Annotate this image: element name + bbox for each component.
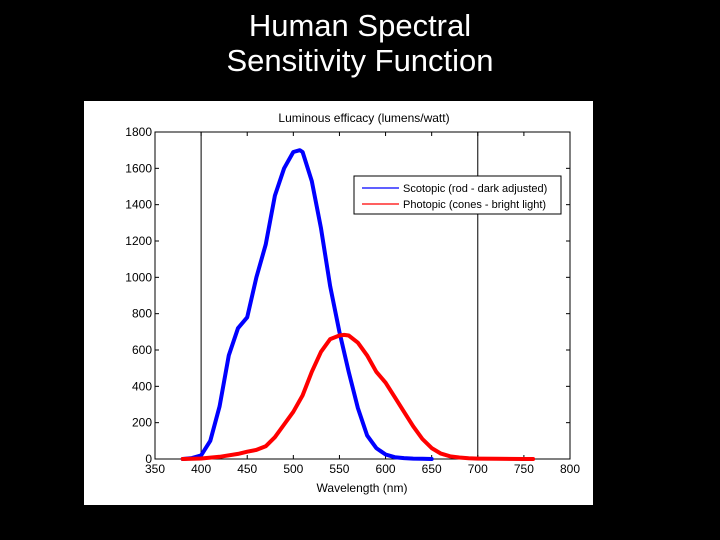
x-tick-label: 450 [237, 462, 257, 476]
y-tick-label: 800 [132, 307, 152, 321]
x-tick-label: 400 [191, 462, 211, 476]
y-tick-label: 1200 [125, 234, 152, 248]
y-tick-label: 400 [132, 379, 152, 393]
spectral-sensitivity-chart: Luminous efficacy (lumens/watt) 350 400 45… [125, 111, 580, 495]
slide-title: Human Spectral Sensitivity Function [0, 8, 720, 78]
axes-box [154, 131, 571, 460]
figure-panel: Luminous efficacy (lumens/watt) 350 400 45… [84, 101, 593, 505]
x-tick-label: 550 [329, 462, 349, 476]
y-tick-label: 600 [132, 343, 152, 357]
y-tick-label: 0 [145, 452, 152, 466]
x-tick-label: 800 [560, 462, 580, 476]
legend-box [353, 175, 562, 215]
y-tick-label: 1400 [125, 198, 152, 212]
x-axis-label: Wavelength (nm) [317, 481, 408, 495]
plot-area: 350 400 450 500 550 600 650 700 750 800 0 200 400 600… [125, 125, 580, 476]
legend-label-0: Scotopic (rod - dark adjusted) [403, 183, 547, 195]
x-tick-label: 600 [376, 462, 396, 476]
legend-label-1: Photopic (cones - bright light) [403, 199, 546, 211]
series-line-scotopic [180, 148, 434, 461]
slide-title-line-1: Human Spectral [248, 8, 472, 43]
y-tick-label: 1600 [125, 161, 152, 175]
chart-title: Luminous efficacy (lumens/watt) [278, 111, 449, 125]
y-tick-label: 1800 [125, 125, 152, 139]
x-tick-label: 650 [422, 462, 442, 476]
y-tick-label: 1000 [125, 270, 152, 284]
series-line-photopic [180, 332, 536, 461]
x-tick-label: 750 [514, 462, 534, 476]
x-tick-label: 500 [283, 462, 303, 476]
slide-title-line-2: Sensitivity Function [226, 43, 494, 78]
y-tick-label: 200 [132, 416, 152, 430]
x-tick-label: 700 [468, 462, 488, 476]
x-tick-label: 350 [145, 462, 165, 476]
